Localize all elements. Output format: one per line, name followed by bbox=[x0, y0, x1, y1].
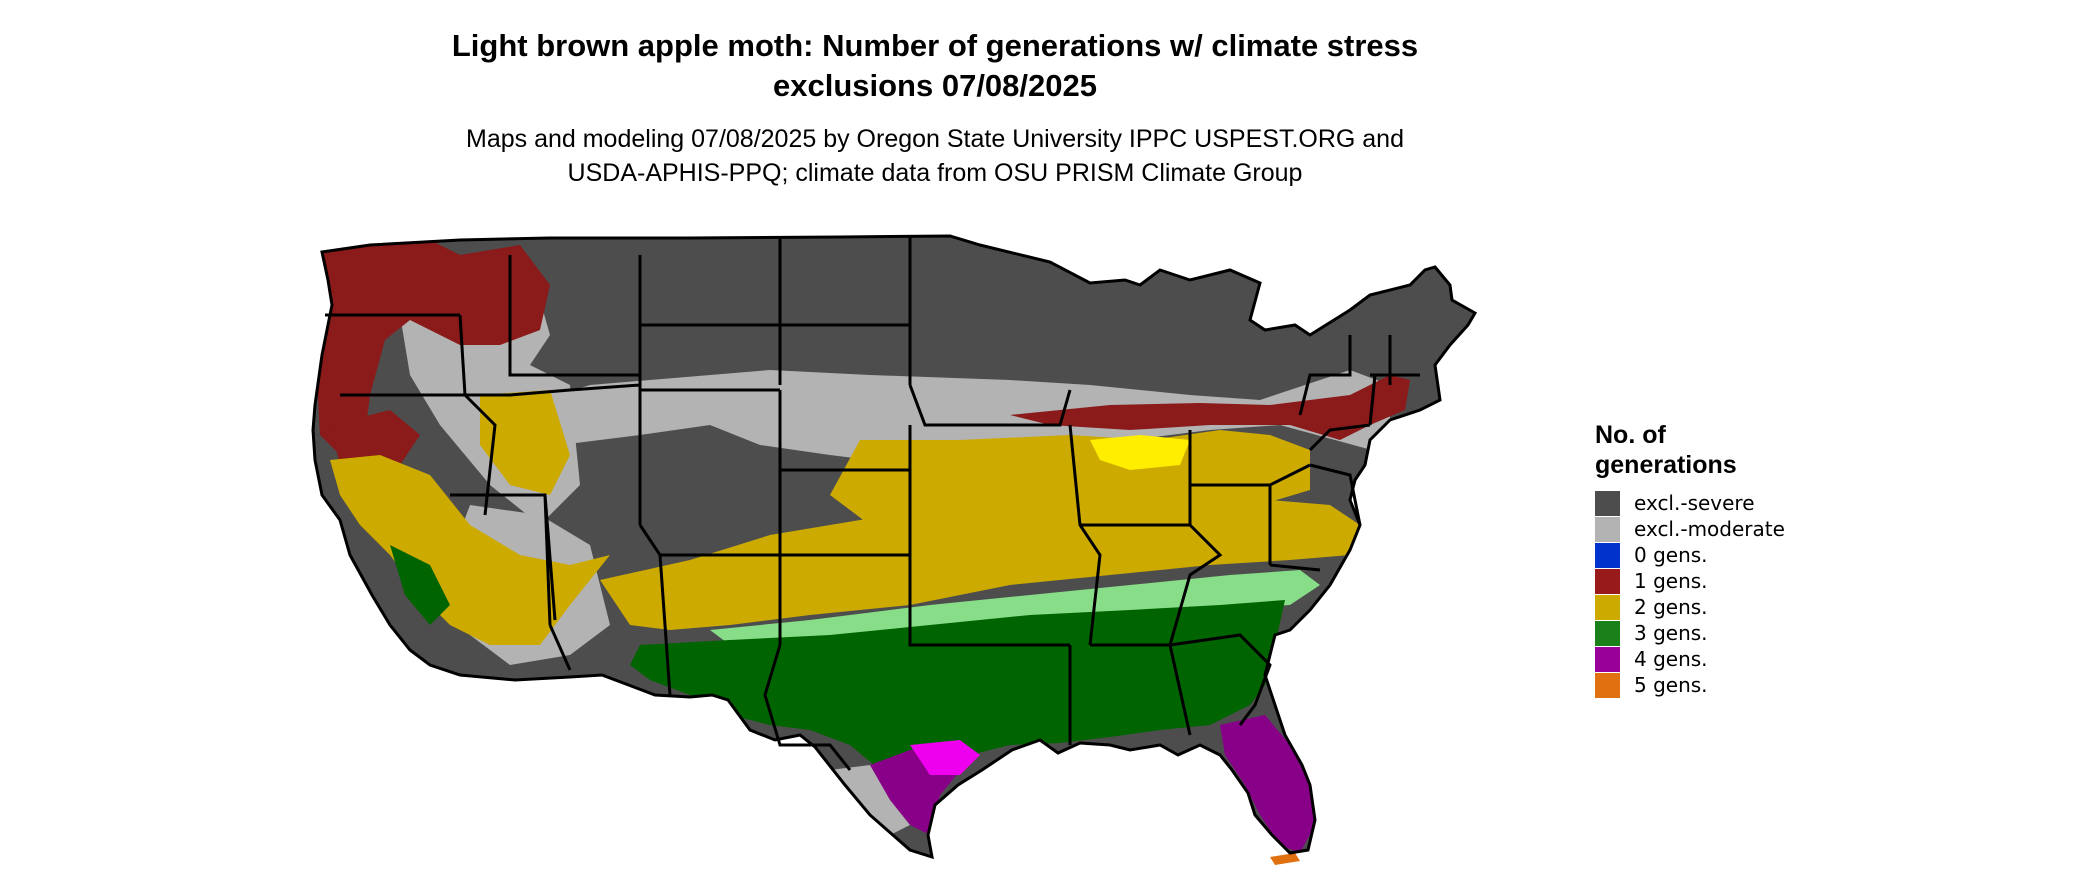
map-fill-3-gen-light-band bbox=[710, 570, 1320, 645]
legend-label: excl.-moderate bbox=[1634, 517, 1785, 541]
legend-swatch bbox=[1595, 490, 1620, 516]
legend-items: excl.-severe excl.-moderate 0 gens. 1 gens.… bbox=[1595, 490, 1785, 698]
legend-item: 5 gens. bbox=[1595, 672, 1785, 698]
map-title: Light brown apple moth: Number of genera… bbox=[0, 26, 1870, 106]
map-subtitle-line-2: USDA-APHIS-PPQ; climate data from OSU PR… bbox=[567, 159, 1303, 187]
map-title-line-2: exclusions 07/08/2025 bbox=[772, 68, 1097, 103]
legend-title-line-2: generations bbox=[1595, 451, 1737, 479]
legend-label: 2 gens. bbox=[1634, 595, 1708, 619]
legend-item: 2 gens. bbox=[1595, 594, 1785, 620]
legend-swatch bbox=[1595, 516, 1620, 542]
legend-label: 5 gens. bbox=[1634, 673, 1708, 697]
legend-label: excl.-severe bbox=[1634, 491, 1755, 515]
map-fill-excl-moderate-south-texas bbox=[830, 765, 910, 835]
legend-swatch bbox=[1595, 646, 1620, 672]
legend-label: 4 gens. bbox=[1634, 647, 1708, 671]
map-fill-2-gen-central bbox=[600, 500, 1360, 630]
legend-item: 4 gens. bbox=[1595, 646, 1785, 672]
map-fill-2-gen-intermountain bbox=[480, 390, 570, 495]
legend-swatch bbox=[1595, 594, 1620, 620]
legend-label: 3 gens. bbox=[1634, 621, 1708, 645]
legend-swatch bbox=[1595, 568, 1620, 594]
map-fill-4-gen-florida bbox=[1220, 715, 1315, 853]
legend-label: 0 gens. bbox=[1634, 543, 1708, 567]
map-subtitle: Maps and modeling 07/08/2025 by Oregon S… bbox=[0, 122, 1870, 190]
map-legend: No. of generations excl.-severe excl.-mod… bbox=[1595, 420, 1785, 698]
legend-item: excl.-moderate bbox=[1595, 516, 1785, 542]
legend-item: 3 gens. bbox=[1595, 620, 1785, 646]
map-fill-1-gen-northwest bbox=[313, 236, 550, 460]
map-fill-excl-moderate bbox=[460, 370, 1390, 465]
map-title-line-1: Light brown apple moth: Number of genera… bbox=[451, 28, 1419, 63]
map-fill-5-gen-keys bbox=[1270, 853, 1300, 865]
legend-item: 1 gens. bbox=[1595, 568, 1785, 594]
map-fill-2-gen-west bbox=[330, 455, 610, 645]
legend-swatch bbox=[1595, 620, 1620, 646]
state-borders bbox=[311, 234, 1477, 859]
legend-swatch bbox=[1595, 542, 1620, 568]
map-fill-1-gen-northeast-band bbox=[1010, 375, 1410, 440]
us-generations-map bbox=[311, 234, 1477, 865]
legend-item: excl.-severe bbox=[1595, 490, 1785, 516]
legend-label: 1 gens. bbox=[1634, 569, 1708, 593]
map-fill-2-gen-bright bbox=[1090, 435, 1190, 470]
legend-swatch bbox=[1595, 672, 1620, 698]
map-fill-3-gen-west bbox=[390, 545, 450, 625]
map-fill-4-gen-texas-bright bbox=[910, 740, 980, 775]
legend-title-line-1: No. of bbox=[1595, 421, 1666, 449]
legend-item: 0 gens. bbox=[1595, 542, 1785, 568]
legend-title: No. of generations bbox=[1595, 420, 1785, 480]
map-subtitle-line-1: Maps and modeling 07/08/2025 by Oregon S… bbox=[466, 125, 1404, 153]
